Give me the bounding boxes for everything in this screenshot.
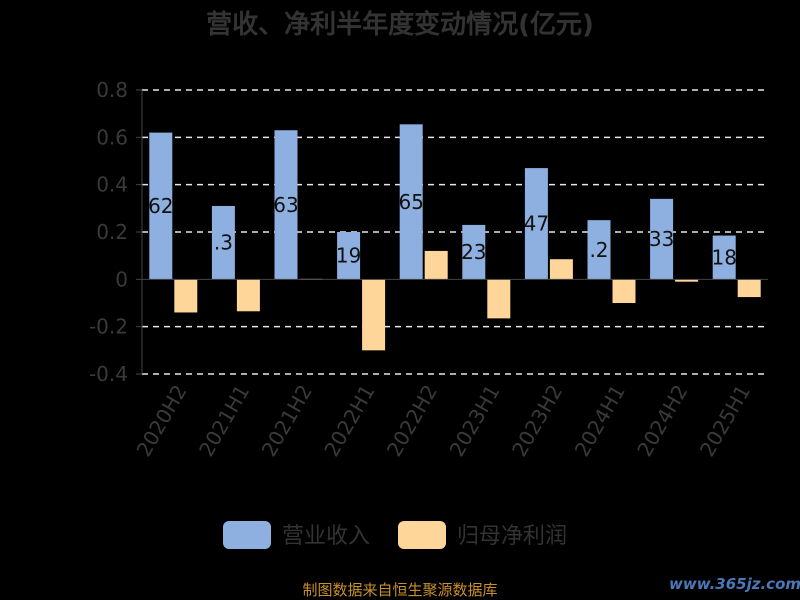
bar-revenue [650, 198, 674, 280]
y-tick-label: 0.4 [96, 173, 128, 197]
bar-revenue [337, 232, 361, 280]
bar-data-label: 19 [336, 244, 361, 268]
bar-net-profit [549, 259, 573, 280]
bar-data-label: 18 [711, 245, 736, 269]
bar-revenue [149, 132, 173, 280]
bar-revenue [274, 130, 298, 280]
y-tick-label: -0.4 [89, 362, 128, 386]
x-tick-label: 2022H2 [382, 381, 442, 461]
bars [149, 124, 761, 351]
bar-data-label: 23 [461, 240, 486, 264]
bar-data-label: 63 [273, 193, 298, 217]
legend-label-revenue[interactable]: 营业收入 [282, 524, 370, 549]
bar-data-label: 65 [398, 190, 423, 214]
x-tick-label: 2023H1 [445, 381, 505, 461]
bar-data-label: 62 [148, 194, 173, 218]
source-note: 制图数据来自恒生聚源数据库 [302, 581, 497, 599]
x-tick-label: 2020H2 [132, 381, 192, 461]
x-tick-label: 2021H1 [194, 381, 254, 461]
bar-data-label: 47 [524, 212, 549, 236]
y-tick-label: 0.2 [96, 220, 128, 244]
bar-net-profit [675, 279, 699, 282]
watermark: www.365jz.com [669, 575, 800, 593]
bar-revenue [211, 205, 235, 280]
y-tick-label: 0.6 [96, 125, 128, 149]
x-tick-label: 2021H2 [257, 381, 317, 461]
bar-net-profit [174, 279, 198, 313]
data-labels: 62 .3 63 19 65 23 47 .2 33 18 [148, 190, 737, 270]
x-tick-label: 2023H2 [507, 381, 567, 461]
bar-revenue [524, 168, 548, 280]
grid-lines [142, 89, 768, 375]
bar-net-profit [737, 279, 761, 298]
chart-title: 营收、净利半年度变动情况(亿元) [206, 9, 594, 40]
bar-revenue [712, 235, 736, 280]
y-tick-label: 0.8 [96, 78, 128, 102]
bar-net-profit [424, 250, 448, 280]
bar-revenue [399, 124, 423, 280]
x-tick-label: 2025H1 [695, 381, 755, 461]
legend-label-net-profit[interactable]: 归母净利润 [457, 524, 567, 549]
bar-data-label: .2 [589, 238, 608, 262]
x-tick-label: 2024H2 [632, 381, 692, 461]
bar-data-label: .3 [214, 231, 233, 255]
legend-swatch-revenue[interactable] [223, 521, 271, 549]
bar-net-profit [612, 279, 636, 303]
bar-data-label: 33 [649, 227, 674, 251]
y-tick-label: 0 [115, 267, 128, 291]
x-tick-label: 2024H1 [570, 381, 630, 461]
bar-net-profit [236, 279, 260, 312]
y-tick-label: -0.2 [89, 315, 128, 339]
bar-net-profit [362, 279, 386, 351]
bar-revenue [587, 220, 611, 280]
bar-revenue [462, 224, 486, 280]
x-axis: 2020H2 2021H1 2021H2 2022H1 2022H2 2023H1 2023… [132, 278, 768, 461]
x-tick-label: 2022H1 [319, 381, 379, 461]
legend-swatch-net-profit[interactable] [398, 521, 446, 549]
bar-net-profit [487, 279, 511, 319]
y-axis: 0.8 0.6 0.4 0.2 0 -0.2 -0.4 [89, 78, 143, 386]
legend: 营业收入 归母净利润 [223, 521, 567, 549]
